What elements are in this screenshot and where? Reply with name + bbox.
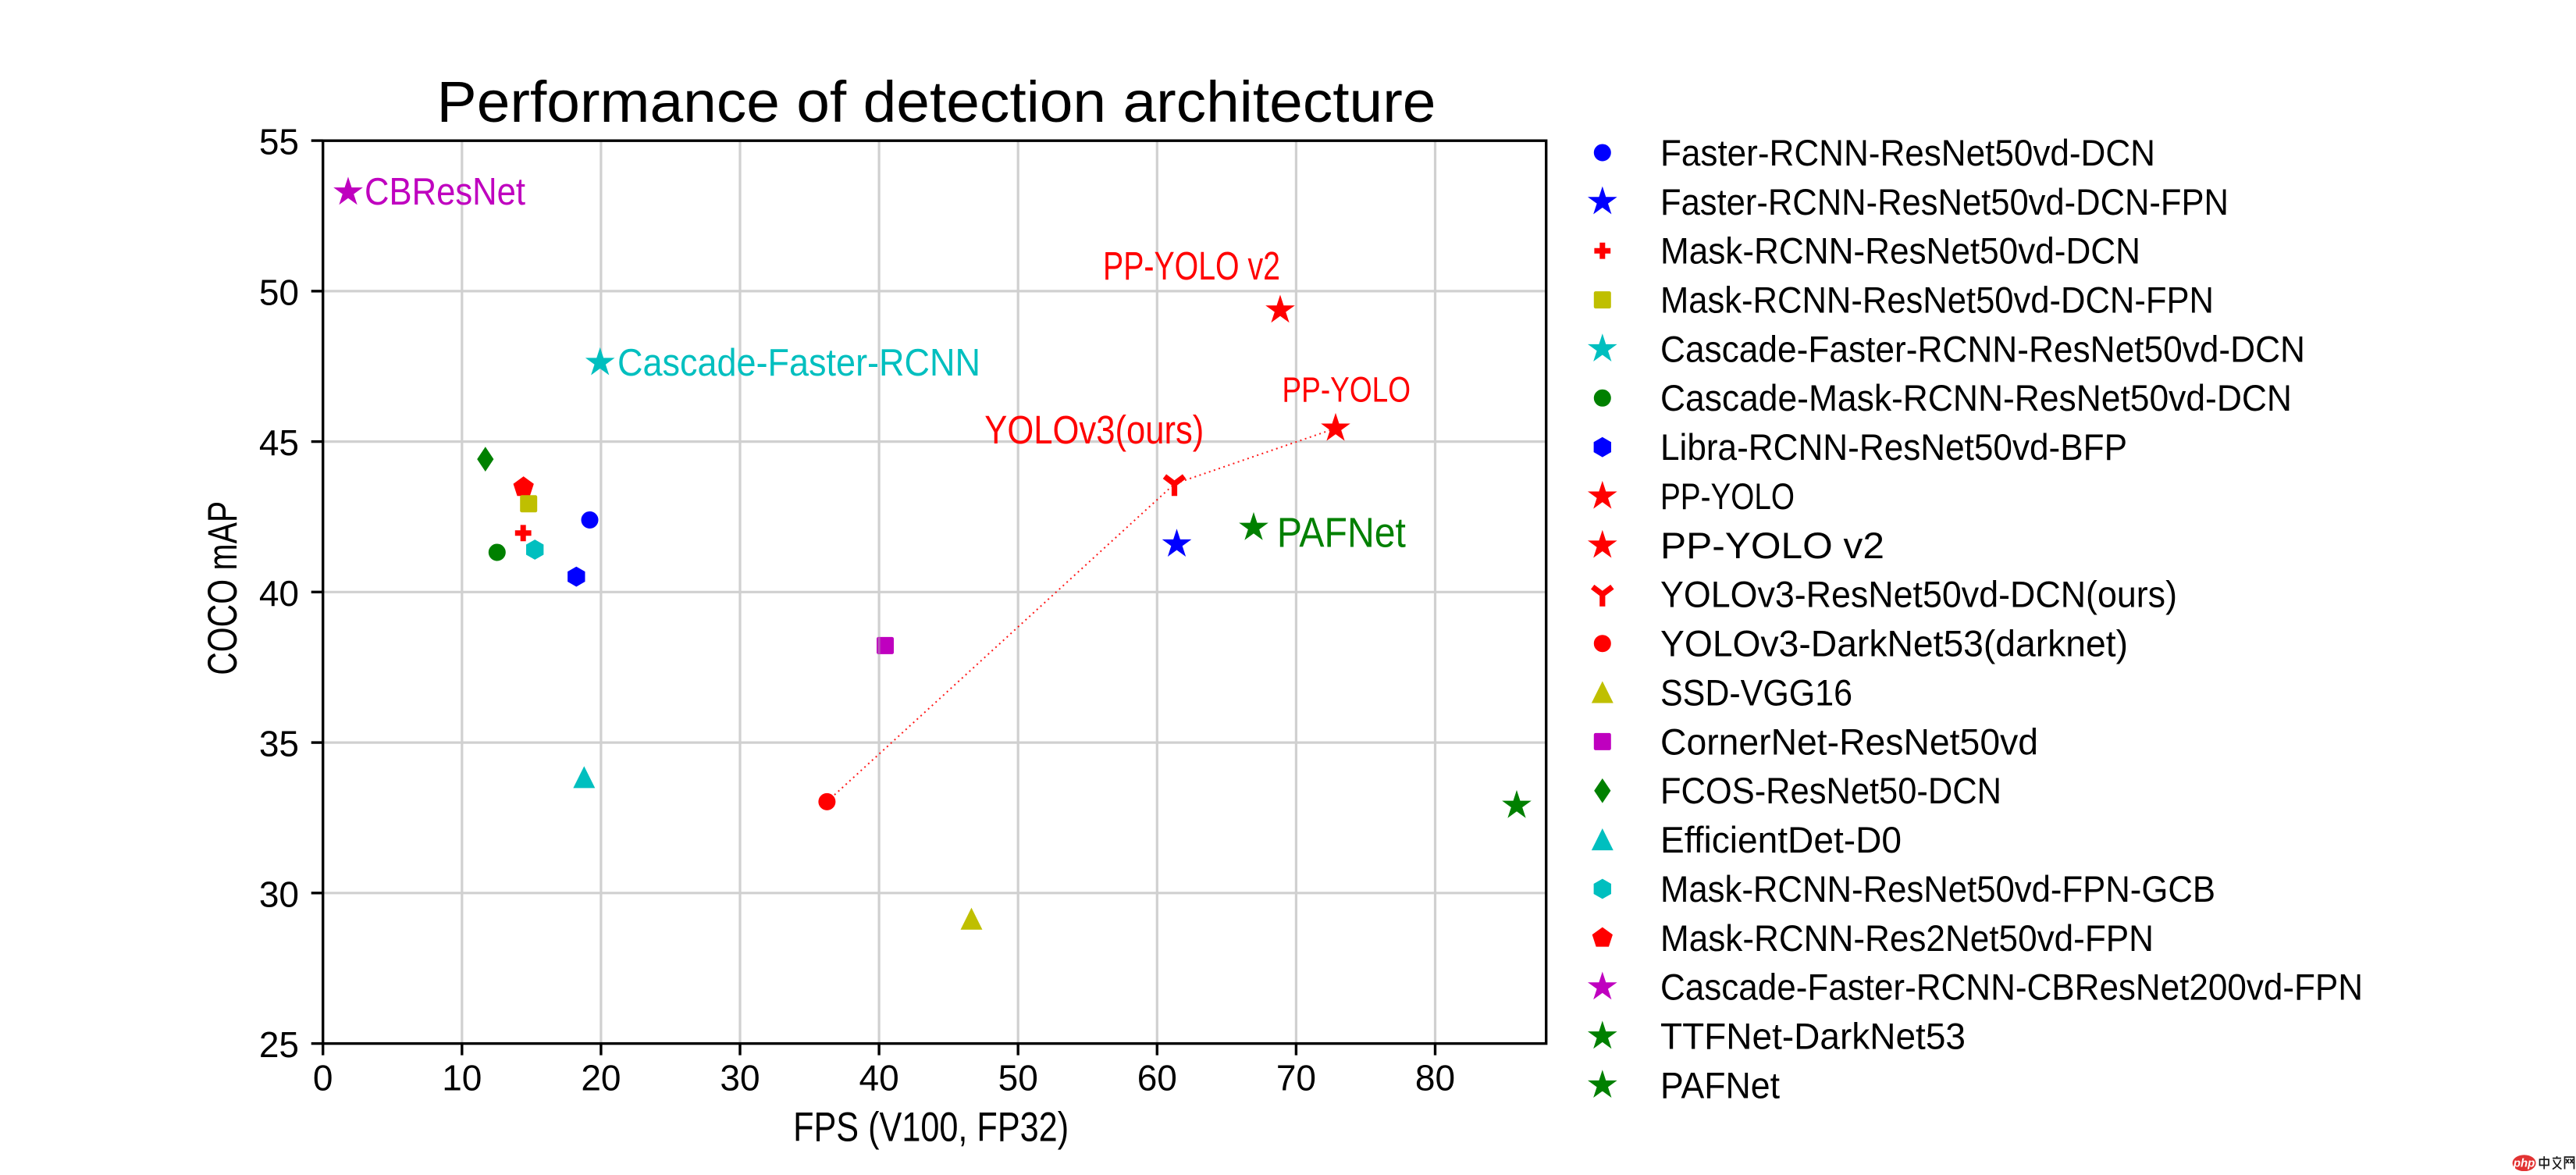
svg-text:COCO mAP: COCO mAP	[200, 501, 246, 675]
svg-text:40: 40	[859, 1058, 899, 1098]
svg-text:Faster-RCNN-ResNet50vd-DCN: Faster-RCNN-ResNet50vd-DCN	[1660, 132, 2155, 173]
svg-text:50: 50	[259, 272, 299, 312]
svg-text:YOLOv3-DarkNet53(darknet): YOLOv3-DarkNet53(darknet)	[1660, 623, 2128, 664]
svg-text:40: 40	[259, 573, 299, 614]
svg-text:SSD-VGG16: SSD-VGG16	[1660, 672, 1852, 714]
svg-text:Faster-RCNN-ResNet50vd-DCN-FPN: Faster-RCNN-ResNet50vd-DCN-FPN	[1660, 181, 2229, 223]
svg-text:Cascade-Faster-RCNN-ResNet50vd: Cascade-Faster-RCNN-ResNet50vd-DCN	[1660, 328, 2305, 369]
svg-text:PP-YOLO: PP-YOLO	[1660, 475, 1795, 517]
svg-text:30: 30	[259, 874, 299, 914]
svg-text:55: 55	[259, 122, 299, 162]
svg-text:70: 70	[1276, 1058, 1316, 1098]
svg-text:YOLOv3(ours): YOLOv3(ours)	[984, 408, 1204, 452]
svg-text:YOLOv3-ResNet50vd-DCN(ours): YOLOv3-ResNet50vd-DCN(ours)	[1660, 574, 2177, 615]
svg-text:Mask-RCNN-ResNet50vd-DCN-FPN: Mask-RCNN-ResNet50vd-DCN-FPN	[1660, 280, 2214, 321]
svg-text:Cascade-Faster-RCNN: Cascade-Faster-RCNN	[617, 342, 980, 384]
svg-text:Libra-RCNN-ResNet50vd-BFP: Libra-RCNN-ResNet50vd-BFP	[1660, 426, 2127, 468]
svg-text:PP-YOLO: PP-YOLO	[1283, 370, 1411, 410]
svg-text:FCOS-ResNet50-DCN: FCOS-ResNet50-DCN	[1660, 770, 2001, 811]
svg-text:Performance of detection archi: Performance of detection architecture	[437, 69, 1436, 134]
svg-text:30: 30	[720, 1058, 760, 1098]
svg-text:Mask-RCNN-Res2Net50vd-FPN: Mask-RCNN-Res2Net50vd-FPN	[1660, 917, 2154, 959]
svg-text:EfficientDet-D0: EfficientDet-D0	[1660, 819, 1902, 860]
svg-text:60: 60	[1137, 1058, 1177, 1098]
svg-text:PP-YOLO v2: PP-YOLO v2	[1660, 525, 1884, 566]
svg-text:PAFNet: PAFNet	[1277, 509, 1406, 556]
svg-text:Cascade-Mask-RCNN-ResNet50vd-D: Cascade-Mask-RCNN-ResNet50vd-DCN	[1660, 377, 2292, 418]
svg-text:45: 45	[259, 422, 299, 463]
svg-text:20: 20	[581, 1058, 621, 1098]
svg-text:80: 80	[1415, 1058, 1455, 1098]
svg-text:Mask-RCNN-ResNet50vd-FPN-GCB: Mask-RCNN-ResNet50vd-FPN-GCB	[1660, 868, 2215, 910]
svg-text:PAFNet: PAFNet	[1660, 1064, 1780, 1106]
svg-text:50: 50	[998, 1058, 1038, 1098]
svg-text:TTFNet-DarkNet53: TTFNet-DarkNet53	[1660, 1016, 1966, 1057]
svg-text:CBResNet: CBResNet	[365, 171, 525, 213]
svg-text:35: 35	[259, 724, 299, 764]
svg-text:CornerNet-ResNet50vd: CornerNet-ResNet50vd	[1660, 721, 2038, 762]
svg-text:Mask-RCNN-ResNet50vd-DCN: Mask-RCNN-ResNet50vd-DCN	[1660, 230, 2140, 272]
svg-text:10: 10	[442, 1058, 482, 1098]
svg-text:PP-YOLO v2: PP-YOLO v2	[1103, 244, 1280, 288]
svg-text:php: php	[2513, 1157, 2535, 1170]
svg-text:FPS (V100, FP32): FPS (V100, FP32)	[793, 1104, 1069, 1150]
svg-text:Cascade-Faster-RCNN-CBResNet20: Cascade-Faster-RCNN-CBResNet200vd-FPN	[1660, 967, 2363, 1008]
svg-text:25: 25	[259, 1024, 299, 1065]
svg-text:0: 0	[313, 1058, 333, 1098]
